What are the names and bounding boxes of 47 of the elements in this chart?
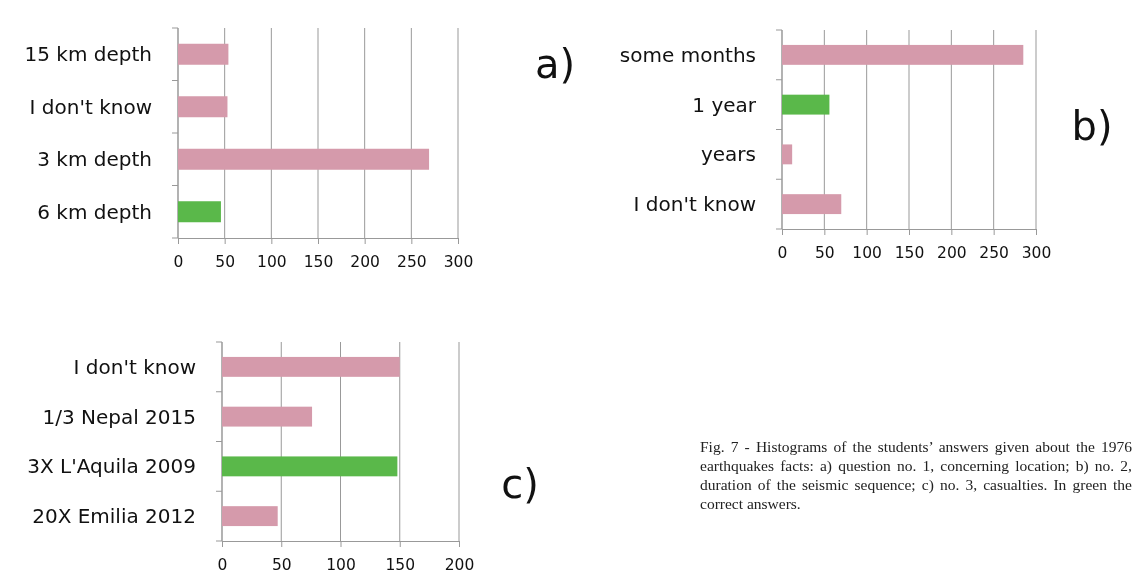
bar	[178, 148, 430, 170]
bar	[222, 456, 398, 477]
bar	[222, 406, 313, 427]
x-tick-label: 150	[303, 253, 334, 272]
x-tick-label: 100	[852, 244, 882, 263]
bar	[222, 356, 400, 377]
y-tick-label: 6 km depth	[37, 199, 152, 224]
x-tick-label: 200	[937, 244, 967, 263]
y-tick-label: 1 year	[692, 92, 757, 117]
text: c)	[501, 461, 539, 507]
text: a)	[534, 41, 576, 87]
bar	[178, 96, 228, 118]
bar	[782, 194, 842, 215]
x-tick-label: 0	[173, 253, 184, 272]
x-tick-label: 50	[814, 244, 835, 263]
x-tick-label: 50	[271, 556, 292, 575]
x-tick-label: 200	[444, 556, 475, 575]
x-tick-label: 250	[397, 253, 427, 272]
bar	[782, 94, 830, 115]
x-tick-label: 150	[894, 244, 925, 263]
y-tick-label: years	[700, 142, 756, 167]
x-tick-label: 100	[326, 556, 356, 575]
caption: Fig. 7 - Histograms of the students’ answers given about the 1976 earthquakes facts: a) question no. 1, concerning location; b) no. 2, duration of the seismic sequence; c) no. 3, casualties. In green the correct answers.	[700, 437, 1132, 513]
bar	[782, 44, 1024, 65]
y-tick-label: I don't know	[633, 192, 756, 217]
x-tick-label: 0	[777, 244, 788, 263]
bar	[782, 144, 793, 165]
y-tick-label: I don't know	[73, 354, 196, 379]
bar	[178, 43, 229, 65]
x-tick-label: 100	[257, 253, 287, 272]
bar	[178, 201, 221, 223]
y-tick-label: 1/3 Nepal 2015	[42, 404, 196, 429]
y-tick-label: 3X L'Aquila 2009	[27, 454, 196, 479]
y-tick-label: 15 km depth	[24, 42, 152, 67]
x-tick-label: 50	[215, 253, 236, 272]
y-tick-label: 3 km depth	[37, 147, 152, 172]
bar	[222, 506, 278, 527]
x-tick-label: 250	[979, 244, 1009, 263]
y-tick-label: 20X Emilia 2012	[32, 504, 196, 529]
x-tick-label: 300	[1021, 244, 1052, 263]
x-tick-label: 0	[217, 556, 228, 575]
y-tick-label: I don't know	[29, 94, 152, 119]
x-tick-label: 200	[350, 253, 380, 272]
x-tick-label: 150	[385, 556, 416, 575]
x-tick-label: 300	[443, 253, 474, 272]
text: b)	[1071, 103, 1113, 149]
y-tick-label: some months	[619, 42, 756, 67]
